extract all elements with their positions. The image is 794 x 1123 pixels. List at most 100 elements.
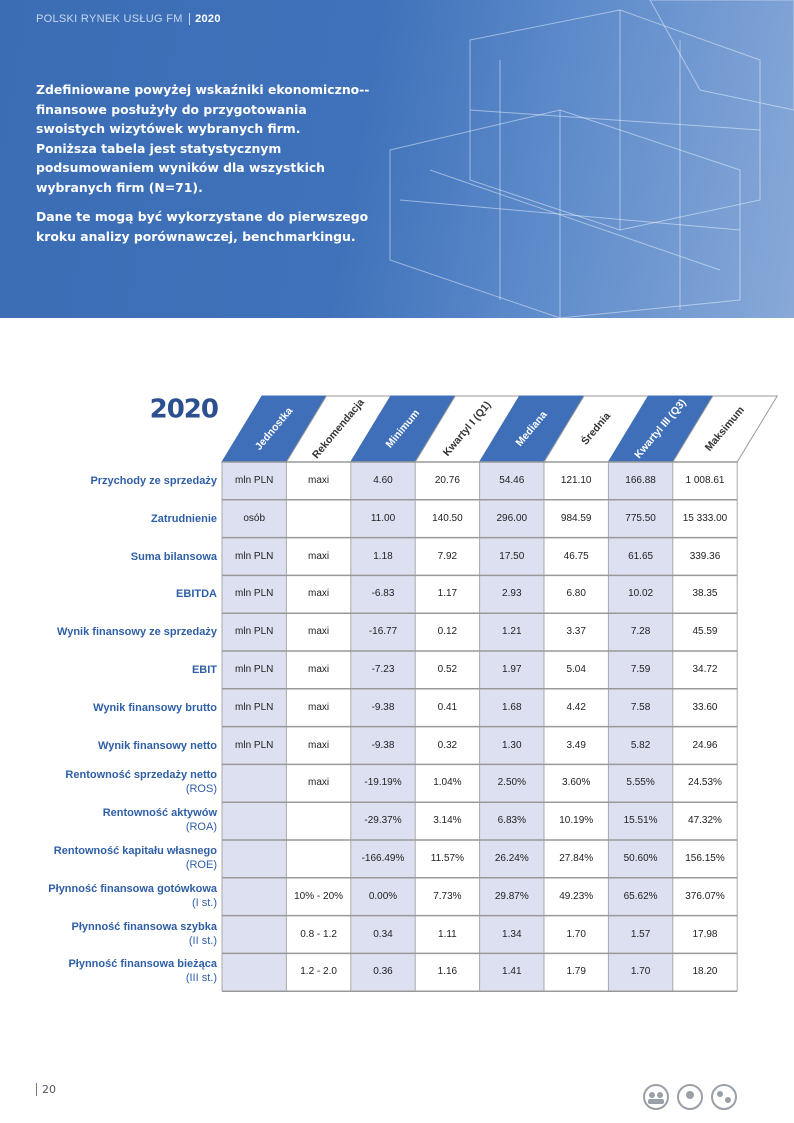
table-cell: 65.62%: [623, 890, 658, 902]
row-label: Rentowność sprzedaży netto (ROS): [65, 768, 217, 796]
table-cell: 1.70: [630, 966, 651, 978]
table-cell: 24.53%: [688, 777, 722, 789]
row-label: Płynność finansowa szybka (II st.): [72, 920, 218, 948]
table-year: 2020: [150, 395, 218, 425]
table-cell: maxi: [308, 664, 330, 675]
table-cell: 1.30: [502, 739, 522, 751]
table-cell: 1.17: [437, 588, 458, 600]
table-cell: -6.83: [371, 588, 395, 600]
table-cell: 0.36: [373, 966, 393, 978]
table-cell: maxi: [308, 588, 330, 600]
table-cell: 38.35: [692, 588, 718, 600]
table-cell: 2.93: [502, 588, 522, 600]
page-number: 20: [36, 1083, 56, 1096]
table-cell: 1.70: [566, 928, 586, 940]
table-cell: 34.72: [692, 664, 718, 675]
table-cell: 4.60: [373, 475, 393, 486]
table-cell: 1 008.61: [685, 475, 725, 486]
row-label: Przychody ze sprzedaży: [90, 474, 217, 488]
table-cell: 1.34: [502, 928, 522, 940]
table-cell: 5.82: [630, 739, 651, 751]
table-cell: 1.16: [437, 966, 458, 978]
row-title: Płynność finansowa bieżąca: [68, 958, 217, 971]
banner: POLSKI RYNEK USŁUG FM 2020 Zdefiniowane …: [0, 0, 794, 318]
table-cell: 5.55%: [626, 777, 655, 789]
table-cell: 33.60: [692, 701, 718, 713]
intro-paragraph: Dane te mogą być wykorzystane do pierwsz…: [36, 209, 369, 244]
table-cell: 156.15%: [685, 853, 725, 864]
table-cell: 1.21: [502, 626, 522, 638]
table-cell: 17.98: [692, 928, 718, 940]
table-cell: 11.00: [370, 512, 396, 524]
building-illustration: [389, 0, 794, 318]
table-cell: 7.59: [630, 664, 651, 675]
table-cell: 45.59: [692, 626, 718, 638]
table-cell: 6.83%: [497, 815, 526, 827]
table-cell: mln PLN: [235, 475, 274, 486]
table-cell: 1.68: [502, 701, 522, 713]
table-cell: 10.19%: [559, 815, 594, 827]
table-cell: 0.32: [437, 739, 458, 751]
table-cell: 0.12: [437, 626, 458, 638]
statistics-table: Jednostka Rekomendacja Minimum Kwartyl I (Q…: [0, 380, 794, 1000]
table-cell: 15.51%: [623, 815, 658, 827]
table-cell: 10.02: [628, 588, 654, 600]
table-cell: 121.10: [560, 475, 592, 486]
table-cell: 47.32%: [688, 815, 722, 827]
row-title: Przychody ze sprzedaży: [90, 475, 217, 487]
table-cell: mln PLN: [235, 701, 274, 713]
table-grid: Jednostka Rekomendacja Minimum Kwartyl I (Q…: [150, 395, 779, 992]
table-cell: 1.97: [502, 664, 522, 675]
table-cell: 1.2 - 2.0: [300, 966, 337, 978]
row-title: EBITDA: [176, 588, 217, 601]
row-subtitle: (ROE): [185, 859, 217, 871]
table-cell: maxi: [308, 739, 330, 751]
table-cell: -7.23: [371, 664, 395, 675]
row-label: EBIT: [192, 663, 217, 677]
table-cell: 6.80: [566, 588, 586, 600]
intro-paragraph: Zdefiniowane powyżej wskaźniki ekonomicz…: [36, 82, 370, 136]
table-cell: -166.49%: [361, 853, 405, 864]
table-cell: 54.46: [499, 475, 525, 486]
table-cell: -9.38: [371, 739, 395, 751]
row-label: Płynność finansowa bieżąca (III st.): [68, 957, 217, 985]
table-cell: 0.52: [437, 664, 458, 675]
row-label: Zatrudnienie: [151, 512, 217, 526]
table-cell: 15 333.00: [682, 512, 728, 524]
footer: 20: [36, 1083, 56, 1096]
table-cell: 3.14%: [433, 815, 462, 827]
row-label: Wynik finansowy brutto: [93, 701, 217, 715]
table-cell: -16.77: [368, 626, 398, 638]
row-label: Wynik finansowy ze sprzedaży: [57, 625, 217, 639]
table-cell: 339.36: [689, 550, 721, 562]
table-cell: 7.92: [437, 550, 458, 562]
table-cell: 1.57: [630, 928, 651, 940]
table-cell: 18.20: [692, 966, 718, 978]
row-title: Wynik finansowy netto: [98, 739, 217, 752]
row-title: Płynność finansowa gotówkowa: [48, 882, 217, 895]
table-cell: 376.07%: [685, 890, 725, 902]
table-cell: 3.49: [566, 739, 586, 751]
table-cell: 296.00: [496, 512, 528, 524]
table-cell: 5.04: [566, 664, 586, 675]
intro-paragraph: Poniższa tabela jest statystycznym podsu…: [36, 140, 326, 195]
publication-title: POLSKI RYNEK USŁUG FM: [36, 13, 183, 25]
row-label: EBITDA: [176, 587, 217, 601]
table-cell: 20.76: [434, 475, 460, 486]
table-cell: 0.34: [373, 928, 393, 940]
table-cell: 7.73%: [433, 890, 462, 902]
table-cell: mln PLN: [235, 626, 274, 638]
table-cell: 4.42: [566, 701, 586, 713]
row-subtitle: (II st.): [188, 934, 217, 947]
table-cell: 1.04%: [433, 777, 462, 789]
publication-year: 2020: [189, 13, 221, 25]
table-cell: 24.96: [692, 739, 718, 751]
table-cell: osób: [243, 512, 266, 524]
table-cell: maxi: [308, 626, 330, 638]
row-title: EBIT: [191, 664, 217, 676]
row-label: Rentowność aktywów (ROA): [103, 806, 217, 834]
row-label: Płynność finansowa gotówkowa (I st.): [48, 882, 217, 910]
row-title: Rentowność aktywów: [102, 807, 217, 820]
table-cell: 10% - 20%: [294, 890, 344, 902]
row-subtitle: (ROA): [185, 821, 217, 834]
